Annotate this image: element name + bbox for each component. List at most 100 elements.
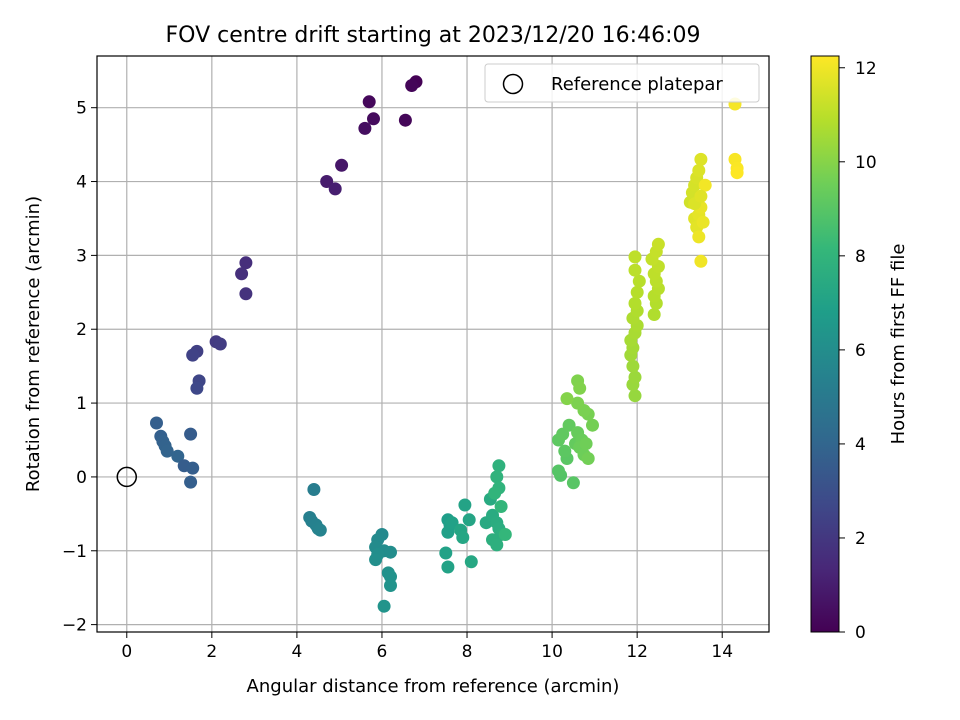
scatter-point [632,274,646,288]
scatter-point [490,538,504,552]
scatter-point [571,396,585,410]
scatter-point [696,215,710,229]
scatter-point [369,553,383,567]
scatter-point [160,444,174,458]
scatter-point [630,285,644,299]
scatter-point [692,230,706,244]
x-axis-ticks: 0 2 4 6 8 10 12 14 [121,632,733,662]
x-tick-label: 4 [291,642,302,662]
scatter-point [566,476,580,490]
scatter-point [239,256,253,270]
x-tick-label: 10 [541,642,563,662]
scatter-point [328,182,342,196]
colorbar-tick-label: 10 [855,153,877,173]
scatter-point [445,516,459,530]
scatter-point [439,546,453,560]
scatter-point [488,486,502,500]
scatter-point [651,237,665,251]
y-axis-ticks: −2 −1 0 1 2 3 4 5 [62,99,97,636]
y-tick-label: −2 [62,616,87,636]
scatter-point [694,152,708,166]
scatter-point [405,79,419,92]
scatter-point [647,308,661,321]
scatter-point [458,498,472,512]
scatter-point [186,461,200,475]
scatter-point [628,389,642,403]
scatter-point [490,470,504,484]
scatter-point [698,178,712,192]
scatter-point [581,452,595,465]
scatter-point [464,555,478,569]
x-tick-label: 0 [121,642,132,662]
colorbar-tick-label: 0 [855,623,866,643]
scatter-point [150,416,163,430]
y-tick-label: 5 [76,99,87,119]
x-tick-label: 12 [626,642,648,662]
scatter-point [377,599,391,613]
scatter-point [335,158,349,172]
scatter-point [498,528,512,541]
scatter-point [494,500,508,513]
scatter-point [628,370,642,384]
scatter-point [358,121,372,135]
scatter-point [586,418,599,432]
y-axis-label: Rotation from reference (arcmin) [23,196,44,492]
y-tick-label: 4 [76,173,87,193]
legend-entry-label: Reference platepar [551,74,723,95]
x-axis-label: Angular distance from reference (arcmin) [247,676,620,697]
x-tick-label: 14 [711,642,733,662]
scatter-point [462,513,476,527]
plot-frame [96,55,770,633]
scatter-points [150,75,744,613]
scatter-point [184,475,198,489]
scatter-point [562,418,576,432]
scatter-point [628,263,642,277]
y-tick-label: 1 [76,394,87,414]
scatter-point [492,459,506,473]
scatter-point [190,381,204,395]
scatter-point [692,164,706,177]
scatter-point [628,250,642,264]
scatter-point [694,189,708,203]
scatter-point [441,560,455,574]
scatter-point [213,337,227,351]
x-tick-label: 6 [377,642,388,662]
colorbar-tick-label: 12 [855,59,877,79]
scatter-point [573,381,587,395]
y-tick-label: −1 [62,542,87,562]
colorbar-tick-label: 4 [855,435,866,455]
y-tick-label: 2 [76,320,87,340]
chart-title: FOV centre drift starting at 2023/12/20 … [166,23,701,48]
scatter-point [239,287,253,301]
scatter-point [398,113,412,127]
scatter-point [730,166,744,180]
scatter-point [558,444,572,458]
grid [97,56,769,632]
scatter-point [456,531,470,544]
scatter-point [362,95,376,109]
colorbar-label: Hours from first FF file [888,244,909,445]
y-tick-label: 0 [76,468,87,488]
scatter-point [628,296,642,310]
legend: Reference platepar [484,63,760,103]
x-tick-label: 8 [462,642,473,662]
scatter-point [384,545,397,559]
scatter-point [186,348,200,362]
y-tick-label: 3 [76,246,87,266]
colorbar-tick-label: 8 [855,247,866,267]
scatter-point [184,427,198,441]
scatter-point [384,579,397,592]
scatter-point [694,254,708,268]
scatter-point [384,570,397,584]
colorbar-ticks: 0 2 4 6 8 10 12 [839,59,877,643]
scatter-point [560,392,574,406]
scatter-point [235,267,249,281]
scatter-point [320,175,334,188]
scatter-point [626,359,640,373]
x-tick-label: 2 [206,642,217,662]
scatter-point [579,437,593,451]
reference-platepar-marker [116,466,138,488]
legend-box [484,63,760,103]
scatter-point [552,464,565,478]
